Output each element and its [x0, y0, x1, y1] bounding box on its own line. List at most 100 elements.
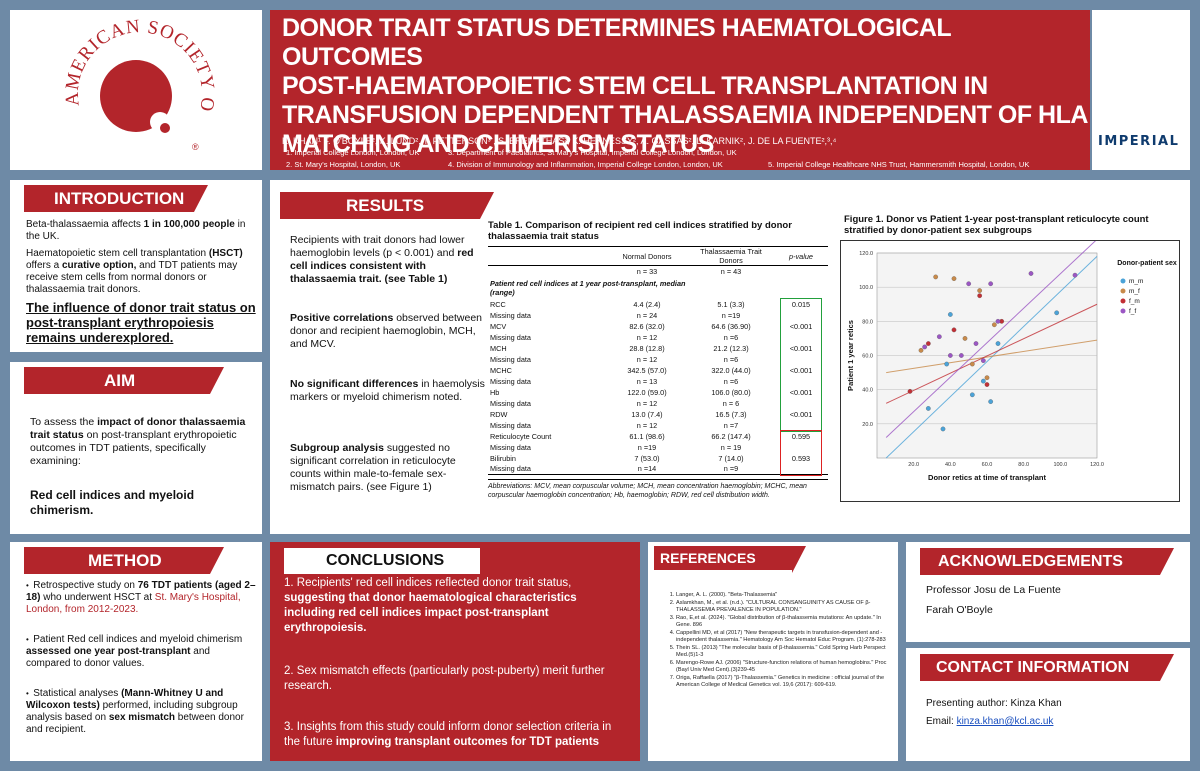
point-f_f [966, 281, 972, 287]
point-f_f [988, 281, 994, 287]
row-label: Bilirubin [490, 453, 516, 463]
method-title: METHOD [24, 547, 224, 574]
legend-label-m_m: m_m [1129, 278, 1143, 285]
title-banner: DONOR TRAIT STATUS DETERMINES HAEMATOLOG… [270, 10, 1090, 170]
aim-paragraph: To assess the impact of donor thalassaem… [30, 416, 246, 467]
x-tick-label: 60.0 [982, 462, 993, 468]
point-f_f [1072, 272, 1078, 278]
conclusions-panel: CONCLUSIONS 1. Recipients' red cell indi… [270, 542, 640, 761]
table-missing-row: Missing data n = 12 n = 6 [488, 398, 828, 409]
normal-donor-value: n = 13 [636, 376, 658, 386]
point-f_f [1028, 271, 1034, 276]
x-tick-label: 20.0 [908, 462, 919, 468]
imperial-logo: IMPERIAL [1098, 134, 1180, 149]
conclusion-3: 3. Insights from this study could inform… [284, 721, 612, 748]
normal-donor-value: 13.0 (7.4) [631, 409, 663, 419]
y-tick-label: 80.0 [862, 319, 873, 325]
row-label: Hb [490, 387, 500, 397]
point-m_m [940, 426, 946, 432]
row-label: Reticulocyte Count [490, 431, 552, 441]
point-f_f [922, 344, 928, 350]
trait-donor-value: 106.0 (80.0) [711, 387, 751, 397]
affiliation-1: 1. Imperial College London, London, UK [286, 148, 420, 157]
red-box [780, 429, 822, 476]
row-label: MCHC [490, 365, 512, 375]
point-f_f [973, 341, 979, 346]
table-abbreviations: Abbreviations: MCV, mean corpuscular vol… [488, 479, 828, 500]
scatter-chart: 20.0 40.0 60.0 80.0 100.0 120.0 20.0 40.0 60.0 80… [846, 238, 1177, 482]
p-value: <0.001 [789, 343, 813, 353]
x-tick-label: 80.0 [1018, 462, 1029, 468]
results-panel: RESULTS Recipients with trait donors had… [270, 180, 1190, 534]
intro-paragraph-1: Beta-thalassaemia affects 1 in 100,000 p… [26, 219, 246, 242]
affiliation-5: 5. Imperial College Healthcare NHS Trust… [768, 160, 1030, 169]
figure-1: 20.0 40.0 60.0 80.0 100.0 120.0 20.0 40.0 60.0 80… [840, 238, 1180, 502]
intro-highlight: The influence of donor trait status on p… [26, 300, 256, 345]
trait-donor-value: n =6 [723, 332, 739, 342]
trait-donor-value: n =9 [723, 464, 739, 474]
contact-email-line: Email: kinza.khan@kcl.ac.uk [926, 716, 1054, 727]
trait-donor-value: n =19 [721, 310, 741, 320]
fit-line-f_f [885, 238, 1098, 438]
results-title: RESULTS [280, 192, 494, 219]
normal-donor-value: 342.5 (57.0) [627, 365, 667, 375]
results-point-1: Recipients with trait donors had lower h… [290, 234, 474, 285]
legend-label-m_f: m_f [1129, 288, 1140, 295]
row-label: RCC [490, 299, 506, 309]
trait-donor-value: n =7 [723, 420, 739, 430]
introduction-panel: INTRODUCTION Beta-thalassaemia affects 1… [10, 180, 262, 352]
point-m_m [1054, 310, 1060, 316]
point-m_f [918, 348, 924, 353]
figure-caption: Figure 1. Donor vs Patient 1-year post-t… [844, 214, 1149, 236]
row-label: Missing data [490, 464, 531, 474]
table-missing-row: Missing data n =19 n = 19 [488, 442, 828, 453]
legend-label-f_m: f_m [1129, 298, 1140, 305]
trait-donor-value: n =6 [723, 354, 739, 364]
aim-panel: AIM To assess the impact of donor thalas… [10, 362, 262, 534]
point-f_f [980, 358, 986, 363]
affiliation-3: 3. Department of Paediatrics, St Mary's … [448, 148, 737, 157]
row-label: Missing data [490, 442, 531, 452]
table-row: RDW 13.0 (7.4) 16.5 (7.3) <0.001 [488, 409, 828, 420]
point-m_f [977, 288, 983, 293]
email-link[interactable]: kinza.khan@kcl.ac.uk [956, 716, 1054, 727]
legend-marker-m_f [1120, 288, 1126, 294]
method-list: • Retrospective study on 76 TDT patients… [26, 580, 256, 736]
point-m_m [980, 378, 986, 384]
table-row: MCH 28.8 (12.8) 21.2 (12.3) <0.001 [488, 343, 828, 354]
y-tick-label: 20.0 [862, 422, 873, 428]
table-caption: Table 1. Comparison of recipient red cel… [488, 220, 792, 242]
table-row: RCC 4.4 (2.4) 5.1 (3.3) 0.015 [488, 299, 828, 310]
ack-name-2: Farah O'Boyle [926, 604, 993, 616]
reference-item: Origa, Raffaella (2017) "β-Thalassemia."… [676, 675, 892, 689]
normal-donor-value: n = 12 [636, 398, 658, 408]
point-f_m [977, 293, 983, 299]
normal-donor-value: 122.0 (59.0) [627, 387, 667, 397]
results-point-2: Positive correlations observed between d… [290, 312, 483, 350]
point-f_f [947, 353, 953, 358]
point-f_f [995, 318, 1001, 324]
row-label: RDW [490, 409, 508, 419]
conclusion-2: 2. Sex mismatch effects (particularly po… [284, 665, 605, 692]
table-header-row: Normal Donors Thalassaemia Trait Donors … [488, 246, 828, 266]
reference-item: Langer, A. L. (2000). "Beta-Thalassemia" [676, 592, 892, 599]
fit-line-m_f [886, 339, 1098, 374]
point-m_f [951, 276, 957, 281]
reference-item: Thein SL. (2013) "The molecular basis of… [676, 645, 892, 659]
legend-label-f_f: f_f [1129, 308, 1136, 315]
point-f_m [925, 341, 931, 346]
p-value: <0.001 [789, 365, 813, 375]
imperial-logo-panel: IMPERIAL [1092, 10, 1190, 170]
logo-panel: AMERICAN SOCIETY OF HEMATOLOGY ® [1, 0, 262, 170]
point-m_m [995, 341, 1001, 346]
reference-item: Aslamkhan, M., et al. (n.d.). "CULTURAL … [676, 600, 892, 614]
table-row: Hb 122.0 (59.0) 106.0 (80.0) <0.001 [488, 387, 828, 398]
y-tick-label: 100.0 [859, 285, 873, 291]
trait-donor-value: n = 19 [720, 442, 742, 452]
point-f_m [907, 389, 913, 394]
author-list: K. KHAN¹ F. O'BOYLE², K. LUND², T. PETTE… [282, 136, 837, 146]
table-missing-row: Missing data n = 12 n =6 [488, 332, 828, 343]
point-m_f [991, 322, 997, 328]
affiliation-4: 4. Division of Immunology and Inflammati… [448, 160, 723, 169]
normal-donor-value: n = 12 [636, 420, 658, 430]
